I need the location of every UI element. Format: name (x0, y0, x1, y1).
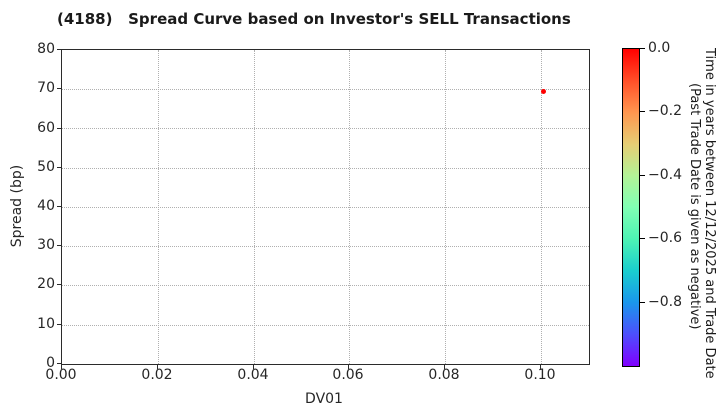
gridline-y60 (62, 128, 589, 129)
y-tick (57, 128, 62, 129)
y-tick (57, 284, 62, 285)
colorbar-label-line2: (Past Trade Date is given as negative) (687, 83, 702, 330)
x-tick (540, 364, 541, 369)
y-tick-label: 80 (37, 41, 55, 57)
y-tick-label: 50 (37, 159, 55, 175)
colorbar-axis-label: Time in years between 12/12/2025 and Tra… (687, 48, 717, 379)
gridline-x010 (541, 50, 542, 364)
colorbar-tick (640, 302, 645, 303)
y-tick-label: 0 (46, 355, 55, 371)
colorbar-tick (640, 111, 645, 112)
gridline-x008 (445, 50, 446, 364)
colorbar-tick-label: −0.6 (648, 230, 682, 246)
gridline-x006 (349, 50, 350, 364)
colorbar (622, 48, 640, 367)
y-tick-label: 30 (37, 237, 55, 253)
x-tick (348, 364, 349, 369)
colorbar-tick-label: 0.0 (648, 40, 671, 56)
colorbar-tick-label: −0.4 (648, 167, 682, 183)
x-tick (253, 364, 254, 369)
x-tick-label: 0.04 (237, 367, 269, 383)
gridline-y10 (62, 325, 589, 326)
y-tick-label: 60 (37, 120, 55, 136)
x-tick-label: 0.08 (428, 367, 460, 383)
x-tick-label: 0.10 (524, 367, 556, 383)
colorbar-tick (640, 48, 645, 49)
gridline-x002 (158, 50, 159, 364)
gridline-y40 (62, 207, 589, 208)
y-tick (57, 324, 62, 325)
y-axis-label: Spread (bp) (9, 164, 25, 248)
y-tick-label: 40 (37, 198, 55, 214)
y-tick (57, 363, 62, 364)
colorbar-tick-label: −0.8 (648, 294, 682, 310)
gridline-y70 (62, 89, 589, 90)
y-tick (57, 245, 62, 246)
x-tick-label: 0.00 (45, 367, 77, 383)
plot-area (61, 49, 590, 365)
colorbar-tick (640, 238, 645, 239)
gridline-y20 (62, 285, 589, 286)
x-tick (444, 364, 445, 369)
x-tick (157, 364, 158, 369)
y-tick (57, 49, 62, 50)
y-tick (57, 206, 62, 207)
gridline-x004 (254, 50, 255, 364)
x-tick (61, 364, 62, 369)
data-point (540, 88, 546, 94)
gridline-y50 (62, 168, 589, 169)
y-tick-label: 20 (37, 276, 55, 292)
x-tick-label: 0.02 (141, 367, 173, 383)
colorbar-label-line1: Time in years between 12/12/2025 and Tra… (702, 48, 717, 379)
y-tick (57, 167, 62, 168)
y-tick-label: 10 (37, 316, 55, 332)
x-axis-label: DV01 (305, 391, 343, 407)
x-tick-label: 0.06 (332, 367, 364, 383)
colorbar-tick (640, 175, 645, 176)
y-tick (57, 88, 62, 89)
gridline-y30 (62, 246, 589, 247)
y-tick-label: 70 (37, 80, 55, 96)
colorbar-tick-label: −0.2 (648, 103, 682, 119)
chart-title: (4188) Spread Curve based on Investor's … (57, 10, 571, 28)
